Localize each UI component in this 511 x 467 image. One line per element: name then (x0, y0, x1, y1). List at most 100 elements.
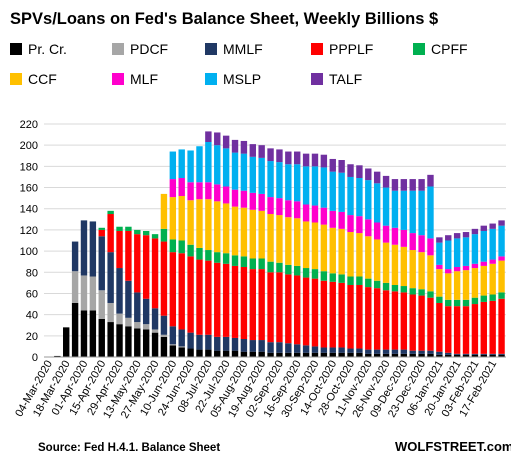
bar-segment-ppplf (347, 284, 354, 349)
bar-segment-mslp (267, 161, 274, 198)
bar-segment-mlf (471, 263, 479, 269)
bar-segment-mslp (258, 157, 265, 194)
bar-segment-pr-cr (409, 353, 416, 357)
bar-segment-mlf (356, 216, 363, 234)
bar-segment-pr-cr (240, 351, 248, 357)
bar-segment-pr-cr (160, 336, 168, 357)
bar-segment-ccf (445, 273, 452, 300)
brand-label: WOLFSTREET.com (395, 439, 511, 454)
legend-label-mmlf: MMLF (223, 41, 263, 57)
bar-segment-mmlf (347, 348, 354, 353)
bar-segment-mlf (409, 233, 416, 251)
y-tick-label: 140 (20, 204, 38, 216)
bar-segment-cpff (258, 258, 265, 270)
bar-segment-mmlf (418, 350, 425, 354)
bar-segment-ppplf (436, 302, 443, 352)
bar-segment-pdcf (160, 334, 168, 337)
bar-segment-pr-cr (373, 353, 381, 357)
bar-segment-ccf (453, 271, 461, 300)
bar-segment-ccf (302, 221, 310, 269)
bar-segment-pdcf (80, 275, 88, 311)
bar-segment-pdcf (169, 344, 177, 346)
bar-segment-ppplf (409, 294, 416, 351)
bar-segment-ppplf (382, 290, 390, 350)
bar-segment-pdcf (134, 322, 141, 329)
bar-segment-mlf (329, 210, 336, 228)
bar-segment-pr-cr (498, 354, 505, 357)
bar-segment-talf (418, 179, 425, 191)
legend-label-cpff: CPFF (431, 41, 468, 57)
bar-segment-mmlf (240, 339, 248, 352)
bar-segment-pr-cr (125, 326, 132, 357)
bar-segment-mslp (462, 237, 470, 266)
bar-segment-pr-cr (418, 353, 425, 357)
bar-segment-pdcf (142, 324, 150, 330)
bar-segment-ccf (205, 199, 212, 251)
bar-segment-mlf (187, 182, 194, 201)
bar-segment-mslp (489, 228, 496, 260)
y-tick-label: 200 (20, 140, 38, 152)
chart-legend: Pr. Cr. PDCF MMLF PPPLF CPFF CCF MLF MSLP TALF (10, 41, 468, 87)
bar-segment-mlf (391, 227, 399, 245)
y-tick-label: 120 (20, 225, 38, 237)
legend-swatch-ccf (10, 73, 22, 85)
bar-segment-talf (267, 148, 274, 162)
bar-segment-pr-cr (98, 318, 105, 357)
bar-segment-ccf (276, 215, 283, 263)
bar-segment-pr-cr (391, 353, 399, 357)
bar-segment-mlf (373, 222, 381, 240)
bar-segment-pr-cr (338, 352, 345, 357)
bar-segment-mlf (196, 182, 203, 200)
bar-segment-pr-cr (294, 352, 301, 357)
bar-segment-pr-cr (134, 328, 141, 357)
bar-segment-mmlf (489, 353, 496, 355)
bar-segment-ppplf (365, 287, 372, 350)
bar-segment-mlf (205, 182, 212, 200)
legend-label-ccf: CCF (28, 71, 57, 87)
bar-segment-ccf (356, 233, 363, 277)
bar-segment-cpff (276, 262, 283, 273)
bar-segment-cpff (427, 291, 434, 298)
bar-segment-mlf (285, 200, 292, 218)
bar-segment-mslp (373, 183, 381, 223)
bar-segment-ppplf (231, 265, 239, 338)
y-tick-label: 0 (32, 352, 38, 364)
bar-segment-pr-cr (276, 352, 283, 357)
bar-segment-mmlf (276, 342, 283, 353)
bar-segment-ppplf (214, 262, 221, 337)
bar-segment-ccf (436, 269, 443, 297)
legend-swatch-ppplf (311, 43, 323, 55)
bar-segment-pr-cr (249, 351, 256, 357)
bar-segment-talf (373, 171, 381, 184)
bar-segment-talf (436, 237, 443, 243)
bar-segment-ccf (249, 209, 256, 259)
bar-segment-cpff (160, 228, 168, 242)
bar-segment-mlf (178, 178, 185, 197)
bar-segment-cpff (400, 286, 408, 293)
bar-segment-mslp (231, 152, 239, 190)
y-tick-label: 220 (20, 119, 38, 131)
bar-segment-ppplf (445, 306, 452, 353)
bar-segment-mslp (382, 187, 390, 226)
bar-segment-mmlf (382, 349, 390, 354)
bar-segment-talf (382, 175, 390, 188)
bar-segment-mmlf (151, 308, 159, 330)
bar-segment-mlf (240, 190, 248, 208)
bar-segment-mlf (169, 179, 177, 198)
legend-swatch-talf (311, 73, 323, 85)
bar-segment-ppplf (125, 230, 132, 281)
bar-segment-pr-cr (436, 354, 443, 357)
bar-segment-pr-cr (222, 350, 230, 357)
bar-segment-mslp (311, 166, 319, 206)
bar-segment-mslp (427, 186, 434, 239)
bar-segment-mmlf (89, 221, 97, 277)
bar-segment-mslp (196, 146, 203, 183)
bar-segment-ccf (373, 239, 381, 281)
bar-segment-pr-cr (427, 353, 434, 357)
bar-segment-pdcf (98, 290, 105, 319)
bar-segment-mmlf (373, 349, 381, 354)
bar-segment-talf (214, 132, 221, 146)
bar-segment-ccf (240, 207, 248, 257)
bar-segment-cpff (480, 295, 487, 302)
bar-segment-talf (391, 179, 399, 191)
